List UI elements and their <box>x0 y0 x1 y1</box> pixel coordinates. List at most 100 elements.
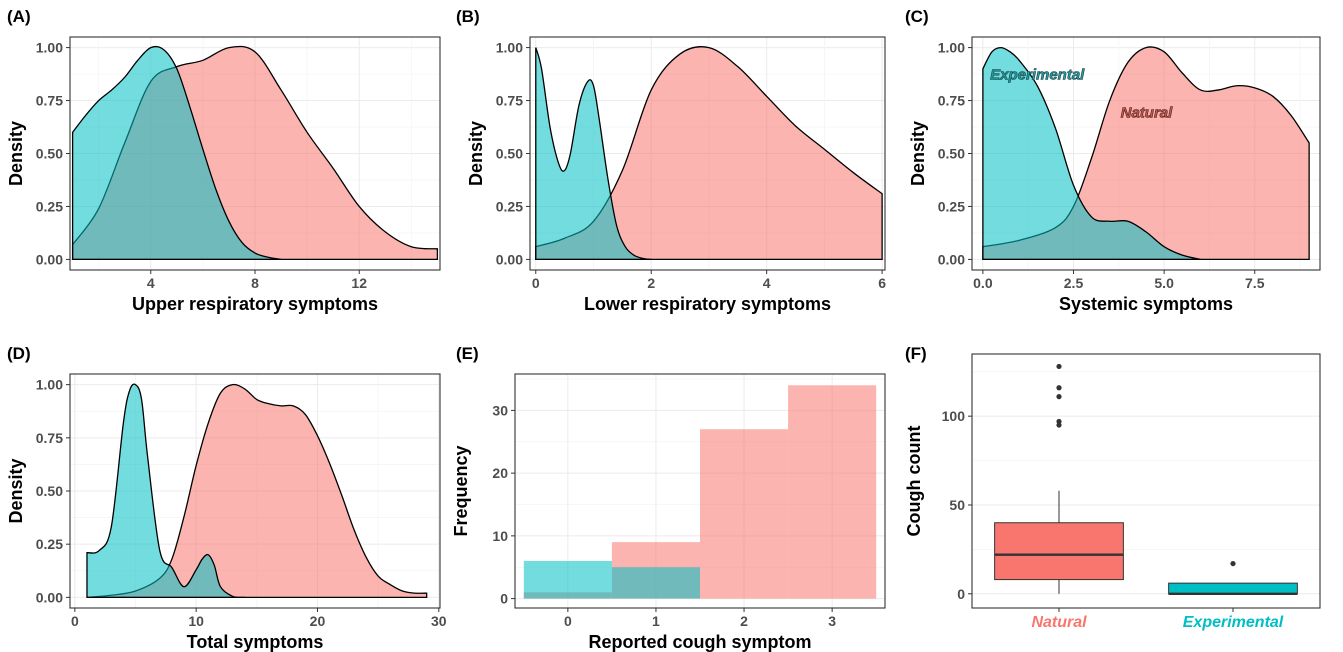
y-axis-title: Density <box>6 458 26 523</box>
plot-area <box>535 46 883 261</box>
bar-experimental-1 <box>611 567 700 599</box>
x-axis-title: Upper respiratory symptoms <box>132 294 378 314</box>
y-tick-label: 50 <box>949 497 965 513</box>
panel-label: (B) <box>456 7 480 26</box>
x-tick-label: 7.5 <box>1245 275 1265 291</box>
y-tick-label: 0.00 <box>36 251 63 267</box>
density-experimental <box>982 46 1201 261</box>
bar-experimental-0 <box>523 560 612 599</box>
y-tick-label: 1.00 <box>938 40 965 56</box>
y-tick-label: 0.25 <box>36 198 63 214</box>
y-tick-label: 0.00 <box>496 251 523 267</box>
x-tick-label: 4 <box>763 275 771 291</box>
x-tick-label: 0.0 <box>973 275 993 291</box>
x-tick-label: 2.5 <box>1064 275 1084 291</box>
panel-label: (F) <box>905 344 927 363</box>
panel-label: (E) <box>456 344 479 363</box>
y-tick-label: 10 <box>492 528 508 544</box>
x-tick-label: 12 <box>351 275 367 291</box>
outlier-point <box>1230 560 1236 567</box>
plot-area <box>994 363 1298 595</box>
y-tick-label: 0.00 <box>938 251 965 267</box>
boxplot-experimental <box>1168 560 1298 595</box>
panel-e: (E) 0 10 20 30 0 1 2 3 Reported cough symptom Freq… <box>451 344 886 652</box>
panel-border <box>971 353 1321 609</box>
y-tick-label: 0.00 <box>36 589 63 605</box>
y-tick-label: 0 <box>500 591 508 607</box>
x-tick-label: 10 <box>188 613 204 629</box>
y-tick-label: 1.00 <box>36 377 63 393</box>
y-axis-title: Density <box>6 121 26 186</box>
x-tick-label: 20 <box>310 613 326 629</box>
box <box>994 522 1124 581</box>
panel-c: (C) Experimental Natural 0.00 0.25 0.50 0.75 1.… <box>905 7 1321 314</box>
outlier-point <box>1056 385 1062 391</box>
y-tick-label: 0.75 <box>496 93 523 109</box>
y-tick-label: 1.00 <box>496 40 523 56</box>
annotation-experimental: Experimental <box>990 66 1085 83</box>
x-tick-label: 4 <box>147 275 155 291</box>
outlier-point <box>1056 394 1062 400</box>
x-tick-label: 0 <box>564 613 572 629</box>
y-tick-label: 0.50 <box>36 483 63 499</box>
x-tick-label: 2 <box>740 613 748 629</box>
outlier-point <box>1056 422 1062 428</box>
annotation-natural: Natural <box>1121 104 1174 121</box>
x-tick-label: 0 <box>71 613 79 629</box>
y-tick-label: 0.75 <box>36 93 63 109</box>
bar-natural-3 <box>788 385 877 599</box>
y-tick-label: 1.00 <box>36 40 63 56</box>
plot-area <box>523 385 877 599</box>
gridlines <box>972 371 1320 595</box>
y-tick-label: 0.25 <box>938 198 965 214</box>
y-tick-label: 30 <box>492 402 508 418</box>
y-tick-label: 0 <box>957 586 965 602</box>
density-experimental <box>71 45 282 261</box>
panel-a: (A) 0.00 0.25 0.50 0.75 1.00 4 8 12 Upper respira… <box>6 7 441 314</box>
outlier-point <box>1056 418 1062 425</box>
x-tick-label: 8 <box>251 275 259 291</box>
y-tick-label: 20 <box>492 465 508 481</box>
y-tick-label: 0.50 <box>496 146 523 162</box>
bar-natural-2 <box>700 429 789 599</box>
x-tick-label: 5.0 <box>1154 275 1174 291</box>
y-tick-label: 100 <box>942 408 966 424</box>
density-experimental <box>535 47 652 261</box>
x-tick-label: 2 <box>647 275 655 291</box>
x-tick-label: 3 <box>828 613 836 629</box>
panel-d: (D) 0.00 0.25 0.50 0.75 1.00 0 10 20 30 Total symp… <box>6 344 447 652</box>
panel-b: (B) 0.00 0.25 0.50 0.75 1.00 0 2 4 6 Lower respira… <box>456 7 886 314</box>
box <box>1168 582 1298 595</box>
density-experimental <box>86 383 245 599</box>
panel-label: (D) <box>7 344 31 363</box>
x-tick-label: 6 <box>878 275 886 291</box>
y-axis-title: Cough count <box>904 426 924 537</box>
x-tick-label-natural: Natural <box>1031 614 1087 631</box>
x-axis-title: Systemic symptoms <box>1059 294 1233 314</box>
x-tick-label: 0 <box>532 275 540 291</box>
x-tick-label: 1 <box>652 613 660 629</box>
y-tick-label: 0.50 <box>36 146 63 162</box>
y-tick-label: 0.25 <box>36 536 63 552</box>
plot-area <box>982 46 1310 261</box>
x-tick-label: 30 <box>431 613 447 629</box>
y-tick-label: 0.25 <box>496 198 523 214</box>
panel-label: (C) <box>905 7 929 26</box>
panel-label: (A) <box>7 7 31 26</box>
y-tick-label: 0.75 <box>36 430 63 446</box>
x-axis-title: Total symptoms <box>187 632 324 652</box>
x-axis-title: Reported cough symptom <box>588 632 811 652</box>
density-natural <box>86 383 428 599</box>
outlier-point <box>1056 363 1062 370</box>
plot-area <box>71 45 439 261</box>
plot-area <box>86 383 428 599</box>
y-axis-title: Density <box>466 121 486 186</box>
panel-f: (F) Natural Experimental 0 50 100 Cough count <box>904 344 1321 631</box>
x-tick-label-experimental: Experimental <box>1183 614 1284 631</box>
x-axis-title: Lower respiratory symptoms <box>584 294 831 314</box>
y-tick-label: 0.75 <box>938 93 965 109</box>
panel-border <box>514 373 886 609</box>
y-tick-label: 0.50 <box>938 146 965 162</box>
y-axis-title: Density <box>908 121 928 186</box>
